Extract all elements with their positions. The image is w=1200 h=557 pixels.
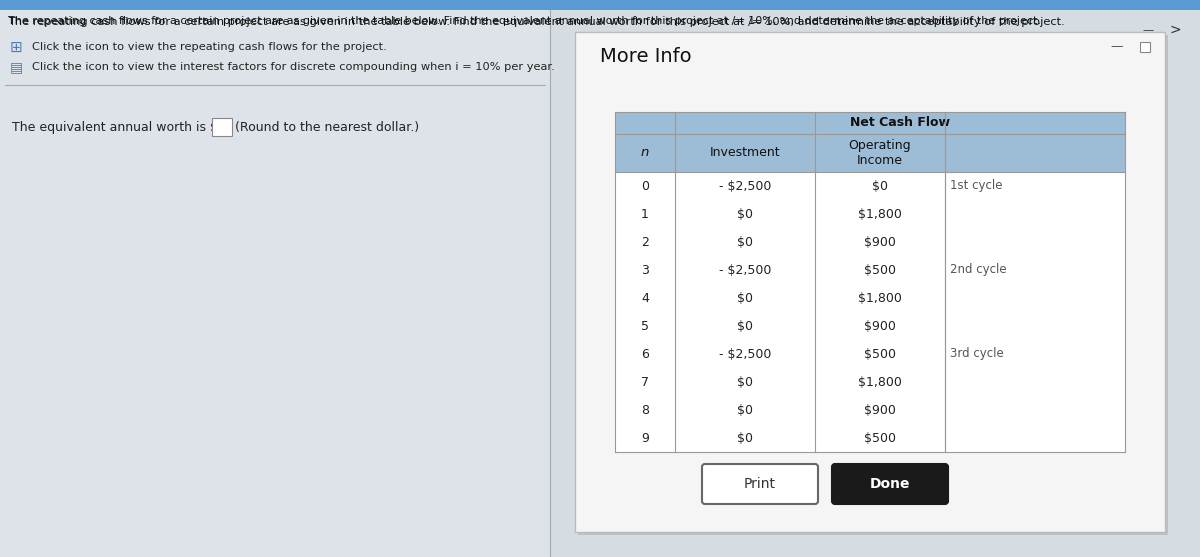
Text: Investment: Investment (709, 146, 780, 159)
Text: Operating
Income: Operating Income (848, 139, 911, 168)
Text: $0: $0 (737, 375, 754, 388)
Text: Net Cash Flow: Net Cash Flow (850, 116, 950, 129)
Text: —: — (1110, 40, 1122, 53)
Text: The equivalent annual worth is $: The equivalent annual worth is $ (12, 120, 218, 134)
Text: $1,800: $1,800 (858, 375, 902, 388)
Text: (Round to the nearest dollar.): (Round to the nearest dollar.) (235, 120, 419, 134)
Bar (616, 424, 1126, 452)
Text: $500: $500 (864, 348, 896, 360)
Text: $0: $0 (737, 291, 754, 305)
Text: The repeating cash flows for a certain project are as given in the table below. : The repeating cash flows for a certain p… (8, 16, 1042, 26)
Text: Print: Print (744, 477, 776, 491)
Text: $500: $500 (864, 263, 896, 276)
Text: $1,800: $1,800 (858, 291, 902, 305)
Text: $900: $900 (864, 403, 896, 417)
Bar (616, 200, 1126, 228)
Bar (674, 112, 1126, 134)
Text: - $2,500: - $2,500 (719, 263, 772, 276)
Text: - $2,500: - $2,500 (719, 348, 772, 360)
Bar (212, 118, 232, 136)
Bar (616, 134, 1126, 172)
Bar (0, 0, 1200, 10)
Text: 2: 2 (641, 236, 649, 248)
Bar (616, 340, 1126, 368)
Text: $0: $0 (737, 320, 754, 333)
Bar (616, 396, 1126, 424)
Text: - $2,500: - $2,500 (719, 179, 772, 193)
Text: $0: $0 (872, 179, 888, 193)
Text: 7: 7 (641, 375, 649, 388)
Bar (616, 284, 1126, 312)
Text: $0: $0 (737, 236, 754, 248)
Text: ⊞: ⊞ (10, 40, 23, 55)
FancyBboxPatch shape (702, 464, 818, 504)
Text: $900: $900 (864, 236, 896, 248)
Text: $1,800: $1,800 (858, 208, 902, 221)
Text: n: n (641, 146, 649, 159)
Bar (578, 35, 1168, 535)
Text: 8: 8 (641, 403, 649, 417)
Bar (616, 256, 1126, 284)
Text: 1st cycle: 1st cycle (950, 179, 1002, 193)
Text: More Info: More Info (600, 47, 691, 66)
Text: 2nd cycle: 2nd cycle (950, 263, 1007, 276)
Text: >: > (1169, 23, 1181, 37)
Text: $0: $0 (737, 208, 754, 221)
Bar (616, 172, 1126, 200)
Bar (0, 10, 550, 557)
Text: ▤: ▤ (10, 60, 23, 74)
Text: 3rd cycle: 3rd cycle (950, 348, 1003, 360)
Text: $0: $0 (737, 432, 754, 444)
Text: 0: 0 (641, 179, 649, 193)
Text: Click the icon to view the repeating cash flows for the project.: Click the icon to view the repeating cas… (32, 42, 386, 52)
Bar (616, 368, 1126, 396)
Text: Click the icon to view the interest factors for discrete compounding when i = 10: Click the icon to view the interest fact… (32, 62, 554, 72)
Bar (616, 312, 1126, 340)
FancyBboxPatch shape (832, 464, 948, 504)
Bar (550, 0, 1200, 557)
Bar (616, 228, 1126, 256)
Text: 1: 1 (641, 208, 649, 221)
Text: 6: 6 (641, 348, 649, 360)
Text: The repeating cash flows for a certain project are as given in the table below. : The repeating cash flows for a certain p… (8, 17, 1064, 27)
Text: 4: 4 (641, 291, 649, 305)
Text: 3: 3 (641, 263, 649, 276)
Text: $900: $900 (864, 320, 896, 333)
Text: 9: 9 (641, 432, 649, 444)
Text: $500: $500 (864, 432, 896, 444)
Bar (1140, 42, 1150, 52)
Text: $0: $0 (737, 403, 754, 417)
Text: —: — (1142, 25, 1153, 35)
Bar (616, 112, 674, 134)
Text: Done: Done (870, 477, 911, 491)
Text: 5: 5 (641, 320, 649, 333)
Bar (575, 32, 1165, 532)
